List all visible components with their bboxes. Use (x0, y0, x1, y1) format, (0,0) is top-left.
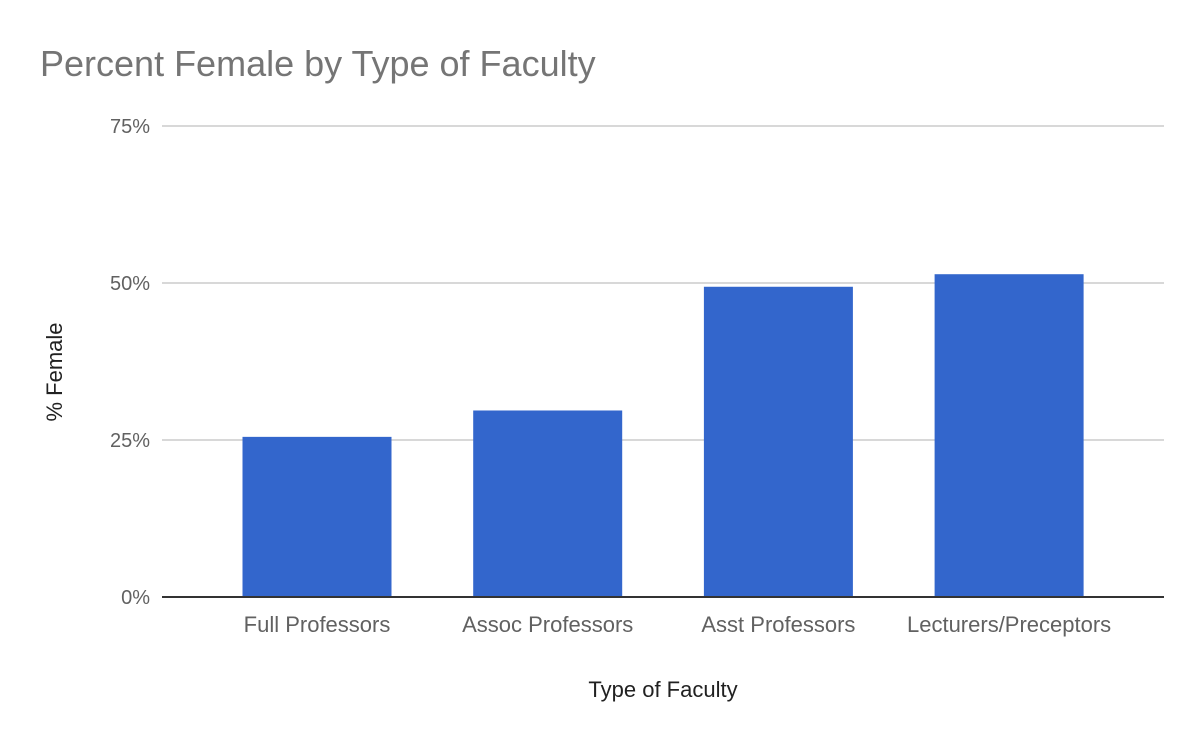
y-axis-ticks: 0% 25% 50% 75% (110, 116, 150, 609)
y-axis-title: % Female (42, 322, 67, 421)
x-tick-label: Asst Professors (701, 612, 855, 637)
y-tick-label: 50% (110, 273, 150, 295)
x-tick-label: Full Professors (244, 612, 391, 637)
bar (473, 410, 623, 597)
bars (242, 274, 1084, 597)
bar (242, 436, 392, 597)
y-tick-label: 0% (121, 587, 150, 609)
x-axis-ticks: Full Professors Assoc Professors Asst Prof… (244, 612, 1112, 637)
x-tick-label: Assoc Professors (462, 612, 633, 637)
y-tick-label: 75% (110, 116, 150, 138)
y-tick-label: 25% (110, 430, 150, 452)
bar (934, 274, 1084, 597)
x-axis-title: Type of Faculty (588, 677, 737, 702)
chart-title: Percent Female by Type of Faculty (40, 43, 596, 84)
bar (703, 286, 853, 597)
x-tick-label: Lecturers/Preceptors (907, 612, 1111, 637)
